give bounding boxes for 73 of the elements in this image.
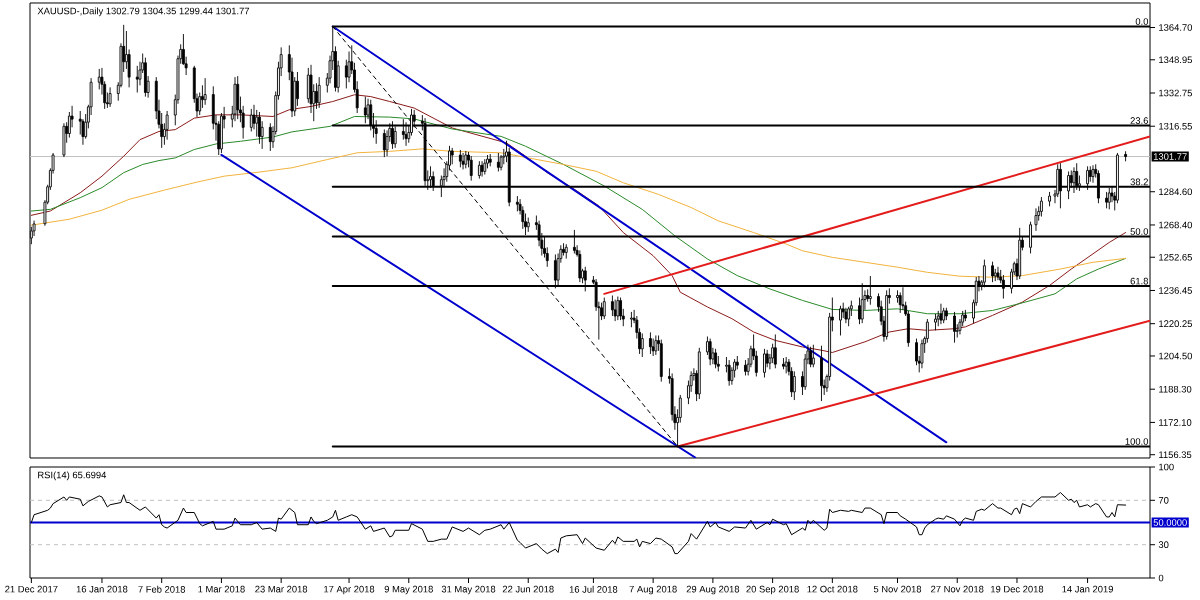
candlestick	[260, 120, 264, 150]
y-tick-label: 100	[1159, 463, 1174, 471]
candlestick	[315, 82, 318, 110]
candlestick	[1124, 150, 1128, 162]
candlestick	[654, 335, 658, 356]
y-tick-label: 30	[1158, 541, 1169, 549]
candlestick	[515, 195, 519, 212]
y-tick-label: 1172.10	[1159, 419, 1192, 426]
series-label: 61.8	[1130, 277, 1148, 285]
ref-line-label: 1301.77	[1153, 153, 1187, 160]
candlestick	[108, 86, 112, 108]
x-tick-label: 9 May 2018	[384, 585, 433, 595]
y-tick-label: 1316.55	[1159, 122, 1193, 130]
legend-label: 0.0	[1135, 18, 1149, 25]
chart-title: XAUUSD-,Daily 1302.79 1304.35 1299.44 1301.77	[37, 7, 250, 17]
candlestick	[480, 160, 484, 178]
candlestick	[469, 155, 473, 182]
candlestick	[78, 110, 82, 135]
x-tick-label: 27 Nov 2018	[931, 585, 984, 593]
candlestick	[1037, 205, 1041, 222]
x-tick-label: 31 May 2018	[441, 585, 496, 595]
candlestick	[562, 242, 565, 256]
candlestick	[1034, 207, 1038, 232]
candlestick	[1091, 164, 1095, 184]
chart-title: RSI(14) 65.6994	[38, 471, 107, 481]
x-tick-label: 29 Aug 2018	[686, 585, 740, 595]
x-tick-label: 16 Jul 2018	[569, 585, 618, 593]
y-tick-label: 1348.95	[1159, 56, 1193, 64]
candlestick	[896, 289, 899, 304]
y-tick-label: 1220.25	[1159, 320, 1193, 328]
x-tick-label: 7 Aug 2018	[629, 585, 677, 595]
legend-label: 23.6	[1130, 117, 1148, 124]
y-tick-label: 70	[1158, 496, 1169, 504]
candlestick	[236, 75, 240, 120]
candlestick	[135, 65, 139, 93]
y-tick-label: 1204.50	[1159, 352, 1193, 360]
candlestick	[898, 291, 902, 314]
x-tick-label: 12 Oct 2018	[807, 585, 858, 593]
x-tick-label: 19 Dec 2018	[991, 585, 1044, 593]
candlestick	[62, 122, 66, 158]
y-tick-label: 1332.75	[1159, 89, 1193, 97]
candlestick	[885, 289, 889, 341]
y-tick-label: 1284.60	[1159, 188, 1193, 196]
x-tick-label: 14 Jan 2019	[1062, 585, 1113, 593]
candlestick	[385, 129, 389, 157]
candlestick	[317, 76, 321, 109]
x-tick-label: 1 Mar 2018	[198, 585, 245, 593]
x-tick-label: 20 Sep 2018	[746, 585, 799, 595]
series-label: 100.0	[1125, 438, 1149, 445]
y-tick-label: 0	[1158, 574, 1164, 582]
x-tick-label: 5 Nov 2018	[873, 585, 922, 593]
series-label: 38.2	[1130, 178, 1148, 186]
x-tick-label: 17 Apr 2018	[324, 585, 375, 595]
candlestick	[670, 372, 674, 422]
candlestick	[640, 332, 644, 358]
y-tick-label: 1364.70	[1159, 24, 1193, 31]
y-tick-label: 1156.35	[1159, 451, 1192, 459]
candlestick	[564, 243, 568, 260]
x-tick-label: 22 Jun 2018	[502, 585, 554, 593]
candlestick	[165, 110, 169, 141]
y-tick-label: 1252.65	[1159, 253, 1193, 261]
x-tick-label: 23 Mar 2018	[255, 585, 308, 593]
x-tick-label: 16 Jan 2018	[76, 585, 128, 593]
ref-line-label: 50.0000	[1153, 519, 1187, 526]
y-tick-label: 1188.30	[1159, 385, 1192, 393]
candlestick	[649, 331, 652, 355]
candlestick	[203, 77, 207, 106]
candlestick	[81, 118, 85, 146]
legend-label: 50.0	[1130, 228, 1149, 235]
x-tick-label: 7 Feb 2018	[138, 585, 186, 593]
x-tick-label: 21 Dec 2017	[5, 585, 58, 593]
y-tick-label: 1268.40	[1159, 221, 1193, 229]
y-tick-label: 1236.45	[1159, 287, 1193, 294]
